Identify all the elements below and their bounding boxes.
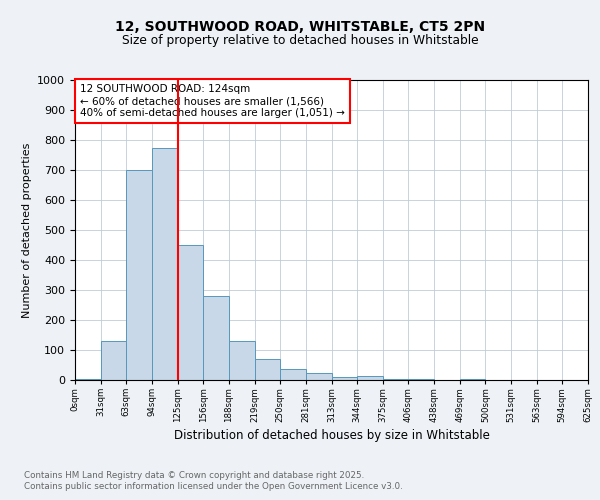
Text: 12 SOUTHWOOD ROAD: 124sqm
← 60% of detached houses are smaller (1,566)
40% of se: 12 SOUTHWOOD ROAD: 124sqm ← 60% of detac… (80, 84, 345, 117)
Bar (306, 372, 331, 380)
Bar (101, 341, 127, 380)
Text: Contains HM Land Registry data © Crown copyright and database right 2025.: Contains HM Land Registry data © Crown c… (24, 471, 364, 480)
Bar (460, 378, 485, 380)
Text: 12, SOUTHWOOD ROAD, WHITSTABLE, CT5 2PN: 12, SOUTHWOOD ROAD, WHITSTABLE, CT5 2PN (115, 20, 485, 34)
Bar (254, 359, 280, 380)
Bar (280, 368, 306, 380)
Text: Size of property relative to detached houses in Whitstable: Size of property relative to detached ho… (122, 34, 478, 47)
Bar (127, 170, 152, 380)
Bar (357, 376, 383, 380)
Bar (383, 378, 409, 380)
Bar (229, 341, 254, 380)
Bar (152, 148, 178, 380)
Bar (409, 378, 434, 380)
Bar (178, 245, 203, 380)
Y-axis label: Number of detached properties: Number of detached properties (22, 142, 32, 318)
Bar (331, 377, 357, 380)
Text: Contains public sector information licensed under the Open Government Licence v3: Contains public sector information licen… (24, 482, 403, 491)
Bar (203, 296, 229, 380)
Bar (75, 378, 101, 380)
X-axis label: Distribution of detached houses by size in Whitstable: Distribution of detached houses by size … (173, 429, 490, 442)
